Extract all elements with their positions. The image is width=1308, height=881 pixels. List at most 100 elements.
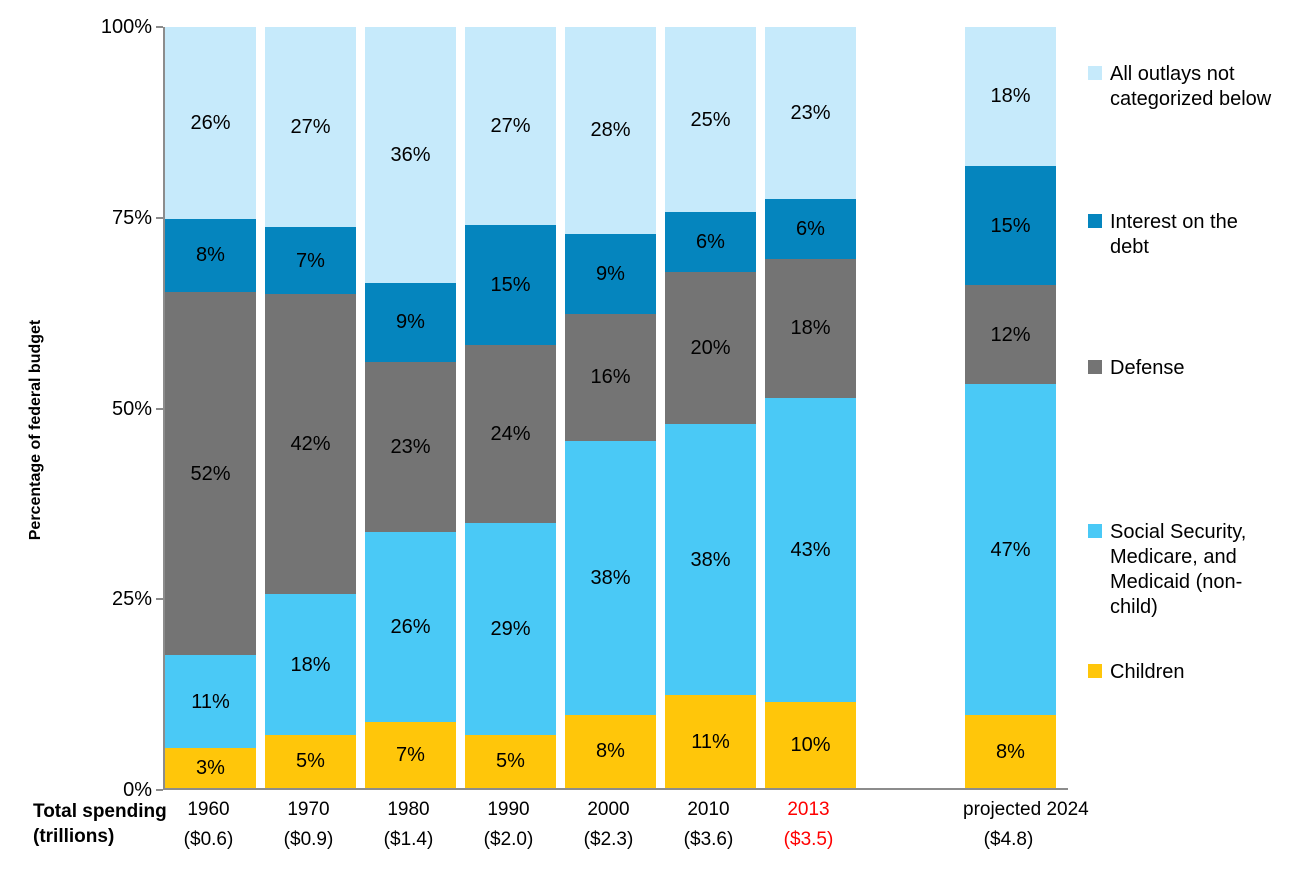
segment-defense-2000: 16% xyxy=(565,314,656,441)
legend-label: Social Security, Medicare, and Medicaid … xyxy=(1110,521,1247,618)
plot-area: 26% 8% 52% 11% 3% 27% 7% 42% 18% 5% 36% 9% 23% 26% 7% 2… xyxy=(156,26,1068,791)
bar-value-label: 29% xyxy=(490,618,531,641)
year-label: projected 2024 xyxy=(963,799,1089,820)
segment-all-outlays-not-categorized-below-1960: 26% xyxy=(165,27,256,219)
bar-value-label: 52% xyxy=(190,462,231,485)
year-label: 1970 xyxy=(287,799,330,820)
x-label-2013: 2013 ($3.5) xyxy=(763,799,854,851)
bar-value-label: 25% xyxy=(690,108,731,131)
bar-value-label: 18% xyxy=(990,85,1031,108)
year-label: 2013 xyxy=(787,799,830,820)
bar-value-label: 6% xyxy=(796,217,825,240)
x-axis-title-line1: Total spending xyxy=(33,801,167,822)
segment-interest-on-the-debt-projected-2024: 15% xyxy=(965,165,1056,286)
segment-all-outlays-not-categorized-below-2000: 28% xyxy=(565,27,656,234)
bar-value-label: 26% xyxy=(190,111,231,134)
segment-children-projected-2024: 8% xyxy=(965,715,1056,788)
x-axis-category-labels: 1960 ($0.6) 1970 ($0.9) 1980 ($1.4) 1990 ($2.0)… xyxy=(163,799,1089,851)
bar-value-label: 47% xyxy=(990,538,1031,561)
bar-value-label: 9% xyxy=(596,263,625,285)
x-label-1980: 1980 ($1.4) xyxy=(363,799,454,851)
bar-value-label: 42% xyxy=(290,433,331,456)
y-tick-mark xyxy=(156,789,163,791)
y-tick-mark xyxy=(156,407,163,410)
legend-item-all-outlays-not-categorized-below: All outlays not categorized below xyxy=(1088,62,1282,112)
legend: All outlays not categorized below Interes… xyxy=(1088,0,1298,881)
bar-value-label: 27% xyxy=(490,115,531,138)
y-tick-mark xyxy=(156,26,163,28)
segment-defense-1960: 52% xyxy=(165,291,256,656)
spending-label: ($1.4) xyxy=(383,829,434,850)
bar-value-label: 12% xyxy=(990,323,1031,346)
x-axis-title: Total spending (trillions) xyxy=(33,799,167,849)
bar-value-label: 23% xyxy=(390,435,431,458)
x-label-1960: 1960 ($0.6) xyxy=(163,799,254,851)
segment-defense-2010: 20% xyxy=(665,271,756,425)
legend-item-children: Children xyxy=(1088,660,1282,685)
y-tick-label: 50% xyxy=(111,397,152,420)
bar-value-label: 24% xyxy=(490,422,531,445)
segment-social-security-medicare-and-medicaid-non-child-2000: 38% xyxy=(565,440,656,715)
bar-2000: 28% 9% 16% 38% 8% xyxy=(565,27,656,789)
legend-item-social-security-medicare-and-medicaid-non-child: Social Security, Medicare, and Medicaid … xyxy=(1088,520,1282,620)
bar-value-label: 8% xyxy=(596,740,625,763)
bar-value-label: 8% xyxy=(196,244,225,267)
segment-defense-1980: 23% xyxy=(365,361,456,533)
legend-swatch-social-security-medicare-and-medicaid-non-child xyxy=(1088,524,1102,538)
segment-children-2000: 8% xyxy=(565,714,656,789)
y-tick-mark xyxy=(156,216,163,219)
spending-label: ($3.5) xyxy=(783,829,834,850)
bar-value-label: 28% xyxy=(590,119,631,142)
legend-swatch-all-outlays-not-categorized-below xyxy=(1088,66,1102,80)
legend-label: Defense xyxy=(1110,357,1185,379)
bar-value-label: 36% xyxy=(390,143,431,166)
segment-children-1960: 3% xyxy=(165,748,256,788)
spending-label: ($0.6) xyxy=(183,829,234,850)
bar-value-label: 8% xyxy=(996,740,1025,763)
bar-value-label: 15% xyxy=(490,274,531,297)
segment-children-1980: 7% xyxy=(365,722,456,789)
segment-social-security-medicare-and-medicaid-non-child-1960: 11% xyxy=(165,655,256,749)
legend-label: All outlays not categorized below xyxy=(1110,63,1272,110)
segment-interest-on-the-debt-1970: 7% xyxy=(265,227,356,294)
legend-swatch-defense xyxy=(1088,360,1102,374)
segment-defense-1970: 42% xyxy=(265,294,356,595)
segment-social-security-medicare-and-medicaid-non-child-1980: 26% xyxy=(365,532,456,723)
bar-value-label: 18% xyxy=(290,653,331,676)
legend-swatch-interest-on-the-debt xyxy=(1088,214,1102,228)
y-tick-mark xyxy=(156,598,163,601)
segment-social-security-medicare-and-medicaid-non-child-2010: 38% xyxy=(665,424,756,696)
bar-value-label: 27% xyxy=(290,116,331,139)
y-tick-label: 75% xyxy=(111,206,152,229)
spending-label: ($2.0) xyxy=(483,829,534,850)
segment-social-security-medicare-and-medicaid-non-child-projected-2024: 47% xyxy=(965,384,1056,716)
segment-defense-2013: 18% xyxy=(765,258,856,398)
x-label-2010: 2010 ($3.6) xyxy=(663,799,754,851)
bar-2013: 23% 6% 18% 43% 10% xyxy=(765,27,856,788)
segment-all-outlays-not-categorized-below-1970: 27% xyxy=(265,27,356,228)
year-label: 2000 xyxy=(587,799,630,820)
x-label-2000: 2000 ($2.3) xyxy=(563,799,654,851)
segment-interest-on-the-debt-1980: 9% xyxy=(365,282,456,362)
bar-value-label: 26% xyxy=(390,616,431,639)
bar-value-label: 16% xyxy=(590,366,631,389)
year-label: 1980 xyxy=(387,799,430,820)
x-label-projected-2024: projected 2024 ($4.8) xyxy=(963,799,1089,851)
bars-container: 26% 8% 52% 11% 3% 27% 7% 42% 18% 5% 36% 9% 23% 26% 7% 2… xyxy=(165,27,1068,789)
x-axis-title-line2: (trillions) xyxy=(33,826,115,847)
year-label: 2010 xyxy=(687,799,730,820)
segment-defense-1990: 24% xyxy=(465,344,556,524)
y-tick-label: 0% xyxy=(123,779,152,801)
segment-interest-on-the-debt-1960: 8% xyxy=(165,218,256,292)
x-label-1970: 1970 ($0.9) xyxy=(263,799,354,851)
segment-interest-on-the-debt-2000: 9% xyxy=(565,233,656,315)
bar-value-label: 3% xyxy=(196,757,225,780)
segment-children-2010: 11% xyxy=(665,695,756,788)
segment-children-1990: 5% xyxy=(465,734,556,788)
bar-value-label: 5% xyxy=(296,750,325,773)
bar-value-label: 7% xyxy=(296,249,325,272)
year-label: 1990 xyxy=(487,799,530,820)
segment-children-2013: 10% xyxy=(765,701,856,788)
x-label-1990: 1990 ($2.0) xyxy=(463,799,554,851)
legend-swatch-children xyxy=(1088,664,1102,678)
